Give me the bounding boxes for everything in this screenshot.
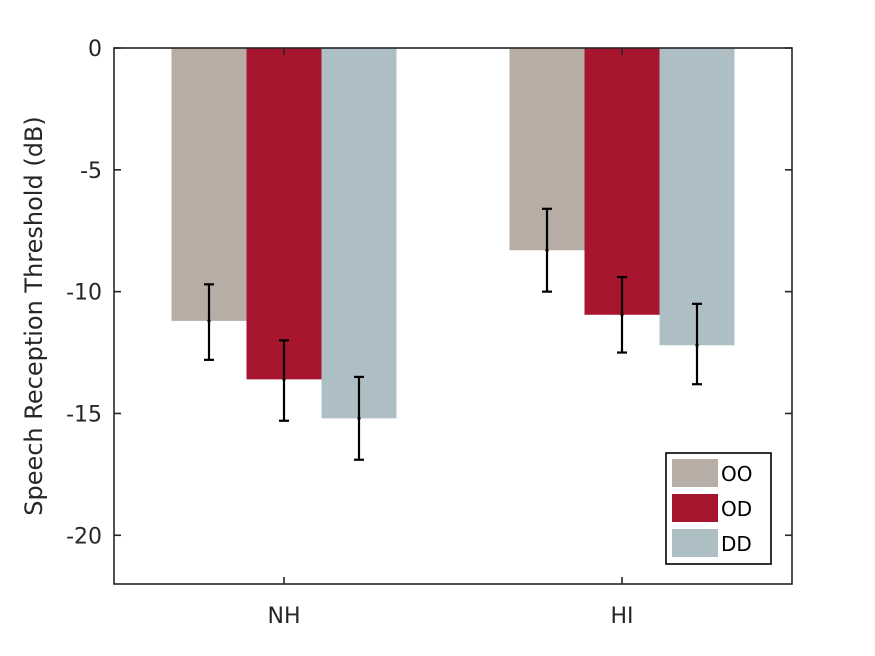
y-tick-label: 0 (88, 37, 102, 62)
bars-layer (171, 48, 735, 419)
x-tick-label: HI (610, 604, 633, 629)
error-bar-nh-od (279, 339, 289, 422)
y-tick-label: -15 (66, 402, 102, 427)
y-axis-label: Speech Reception Threshold (dB) (20, 116, 48, 516)
legend-item-oo: OO (672, 459, 752, 487)
legend-swatch (672, 459, 718, 487)
y-axis-ticks: 0 -5 -10 -15 -20 (66, 37, 792, 549)
error-bar-hi-oo (542, 207, 552, 293)
plot-frame (113, 47, 793, 585)
legend-item-od: OD (672, 494, 752, 522)
legend-swatch (672, 494, 718, 522)
error-bar-nh-oo (204, 283, 214, 361)
y-tick-label: -20 (66, 524, 102, 549)
error-bar-hi-dd (692, 302, 702, 386)
x-axis-ticks: NH HI (268, 48, 634, 629)
legend-item-dd: DD (672, 529, 752, 557)
error-bar-hi-od (617, 275, 627, 354)
error-bars-layer (204, 207, 702, 461)
y-tick-label: -5 (80, 159, 102, 184)
bar-hi-od (584, 48, 660, 315)
legend-label: OO (721, 462, 752, 486)
x-tick-label: NH (268, 604, 301, 629)
legend: OO OD DD (665, 452, 772, 565)
legend-swatch (672, 529, 718, 557)
bar-hi-dd (659, 48, 735, 346)
legend-label: OD (721, 497, 752, 521)
error-bar-nh-dd (354, 375, 364, 461)
bar-nh-oo (171, 48, 247, 321)
bar-nh-od (246, 48, 322, 380)
legend-label: DD (721, 532, 752, 556)
bar-nh-dd (321, 48, 397, 419)
y-tick-label: -10 (66, 281, 102, 306)
